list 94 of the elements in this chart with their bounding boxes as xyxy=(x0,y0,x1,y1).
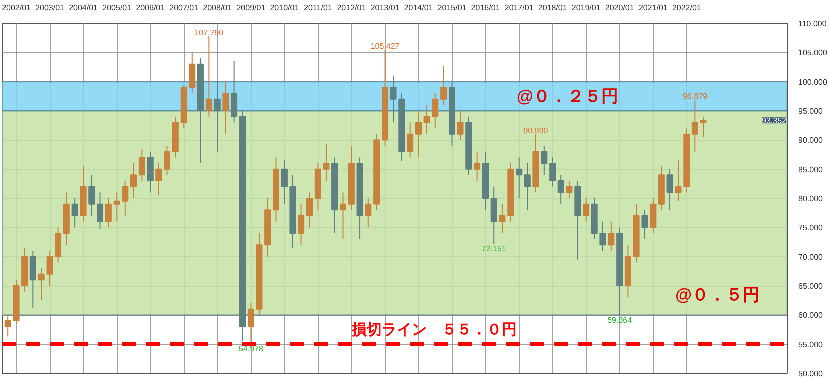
annotation: 90.990 xyxy=(524,126,549,136)
x-tick-label: 2018/01 xyxy=(538,4,568,12)
candlestick xyxy=(38,268,45,302)
candlestick xyxy=(55,227,62,264)
candlestick xyxy=(156,163,162,196)
candlestick xyxy=(306,192,313,228)
candlestick xyxy=(440,66,448,106)
candlestick xyxy=(88,174,96,216)
candlestick xyxy=(432,93,439,129)
candlestick xyxy=(407,122,414,158)
candlestick xyxy=(130,163,137,199)
y-tick-label: 55.000 xyxy=(798,340,824,350)
candlestick xyxy=(416,110,422,158)
candlestick xyxy=(105,198,112,228)
candlestick xyxy=(340,192,346,240)
x-tick-label: 2007/01 xyxy=(170,4,200,12)
candlestick xyxy=(281,160,288,205)
candlestick xyxy=(650,198,657,234)
candlestick xyxy=(457,110,464,141)
candlestick xyxy=(147,151,154,194)
candlestick xyxy=(516,157,523,199)
candlestick xyxy=(4,314,12,338)
annotation: 107.790 xyxy=(194,28,224,38)
x-tick-label: 2010/01 xyxy=(270,4,300,12)
x-tick-label: 2016/01 xyxy=(471,4,501,12)
candlestick xyxy=(424,104,430,135)
y-tick-label: 90.000 xyxy=(798,136,824,146)
y-tick-label: 110.000 xyxy=(798,20,828,28)
annotation: 72.151 xyxy=(482,244,507,254)
candlestick xyxy=(558,174,564,205)
x-tick-label: 2004/01 xyxy=(69,4,99,12)
candlestick xyxy=(675,160,682,202)
candlestick xyxy=(583,198,590,222)
candlestick xyxy=(231,60,238,124)
band-label: @０．５円 xyxy=(675,285,760,304)
candlestick xyxy=(214,81,221,152)
x-tick-label: 2006/01 xyxy=(136,4,166,12)
y-tick-label: 75.000 xyxy=(798,224,824,233)
y-tick-label: 100.000 xyxy=(798,78,828,87)
candlestick xyxy=(30,250,36,309)
x-tick-label: 2009/01 xyxy=(236,4,266,12)
y-tick-label: 60.000 xyxy=(798,311,824,320)
y-tick-label: 65.000 xyxy=(798,282,824,291)
x-tick-label: 2020/01 xyxy=(605,4,635,12)
candlestick xyxy=(365,198,372,228)
x-tick-label: 2012/01 xyxy=(337,4,367,12)
y-tick-label: 95.000 xyxy=(798,107,824,116)
y-tick-label: 50.000 xyxy=(798,370,824,377)
candlestick xyxy=(122,180,129,216)
x-tick-label: 2008/01 xyxy=(203,4,233,12)
candlestick xyxy=(490,186,498,245)
x-tick-label: 2002/01 xyxy=(2,4,32,12)
candlestick xyxy=(700,116,707,138)
candlestick xyxy=(642,210,648,240)
band-label: @０．２５円 xyxy=(516,86,618,106)
candlestick xyxy=(46,250,54,286)
candlestick xyxy=(499,204,506,234)
candlestick xyxy=(96,192,104,230)
candlestick xyxy=(474,151,481,182)
annotation: 105.427 xyxy=(370,42,400,52)
candlestick xyxy=(550,157,556,188)
annotation: 93.352 xyxy=(762,116,788,126)
x-tick-label: 2022/01 xyxy=(672,4,702,12)
x-tick-label: 2021/01 xyxy=(638,4,668,12)
candlestick xyxy=(608,221,615,252)
x-tick-label: 2003/01 xyxy=(36,4,66,12)
x-tick-label: 2011/01 xyxy=(304,4,333,12)
candlestick xyxy=(692,100,698,152)
candlestick xyxy=(114,192,120,222)
candlestick xyxy=(72,198,78,228)
annotation: 96.879 xyxy=(682,92,708,102)
candlestick xyxy=(138,148,146,182)
candlestick xyxy=(666,168,674,211)
candlestick xyxy=(206,36,212,118)
y-tick-label: 80.000 xyxy=(798,194,824,204)
y-tick-label: 105.000 xyxy=(798,48,828,58)
annotation: 59.864 xyxy=(608,316,633,325)
ref-line-label: 損切ライン ５５．０円 xyxy=(350,321,517,338)
x-tick-label: 2015/01 xyxy=(438,4,468,12)
x-tick-label: 2019/01 xyxy=(572,4,602,12)
candlestick xyxy=(566,180,573,199)
x-tick-label: 2014/01 xyxy=(404,4,434,12)
candlestick xyxy=(222,81,230,135)
y-tick-label: 85.000 xyxy=(798,165,824,174)
y-tick-label: 70.000 xyxy=(798,252,824,262)
x-tick-label: 2005/01 xyxy=(102,4,132,12)
candlestick xyxy=(600,221,606,252)
x-tick-label: 2017/01 xyxy=(504,4,534,12)
candlestick xyxy=(524,163,531,211)
x-tick-label: 2013/01 xyxy=(370,4,400,12)
candlestick xyxy=(541,146,548,176)
candlestick xyxy=(164,146,170,176)
candlestick xyxy=(298,204,305,246)
annotation: 54.978 xyxy=(238,344,264,354)
